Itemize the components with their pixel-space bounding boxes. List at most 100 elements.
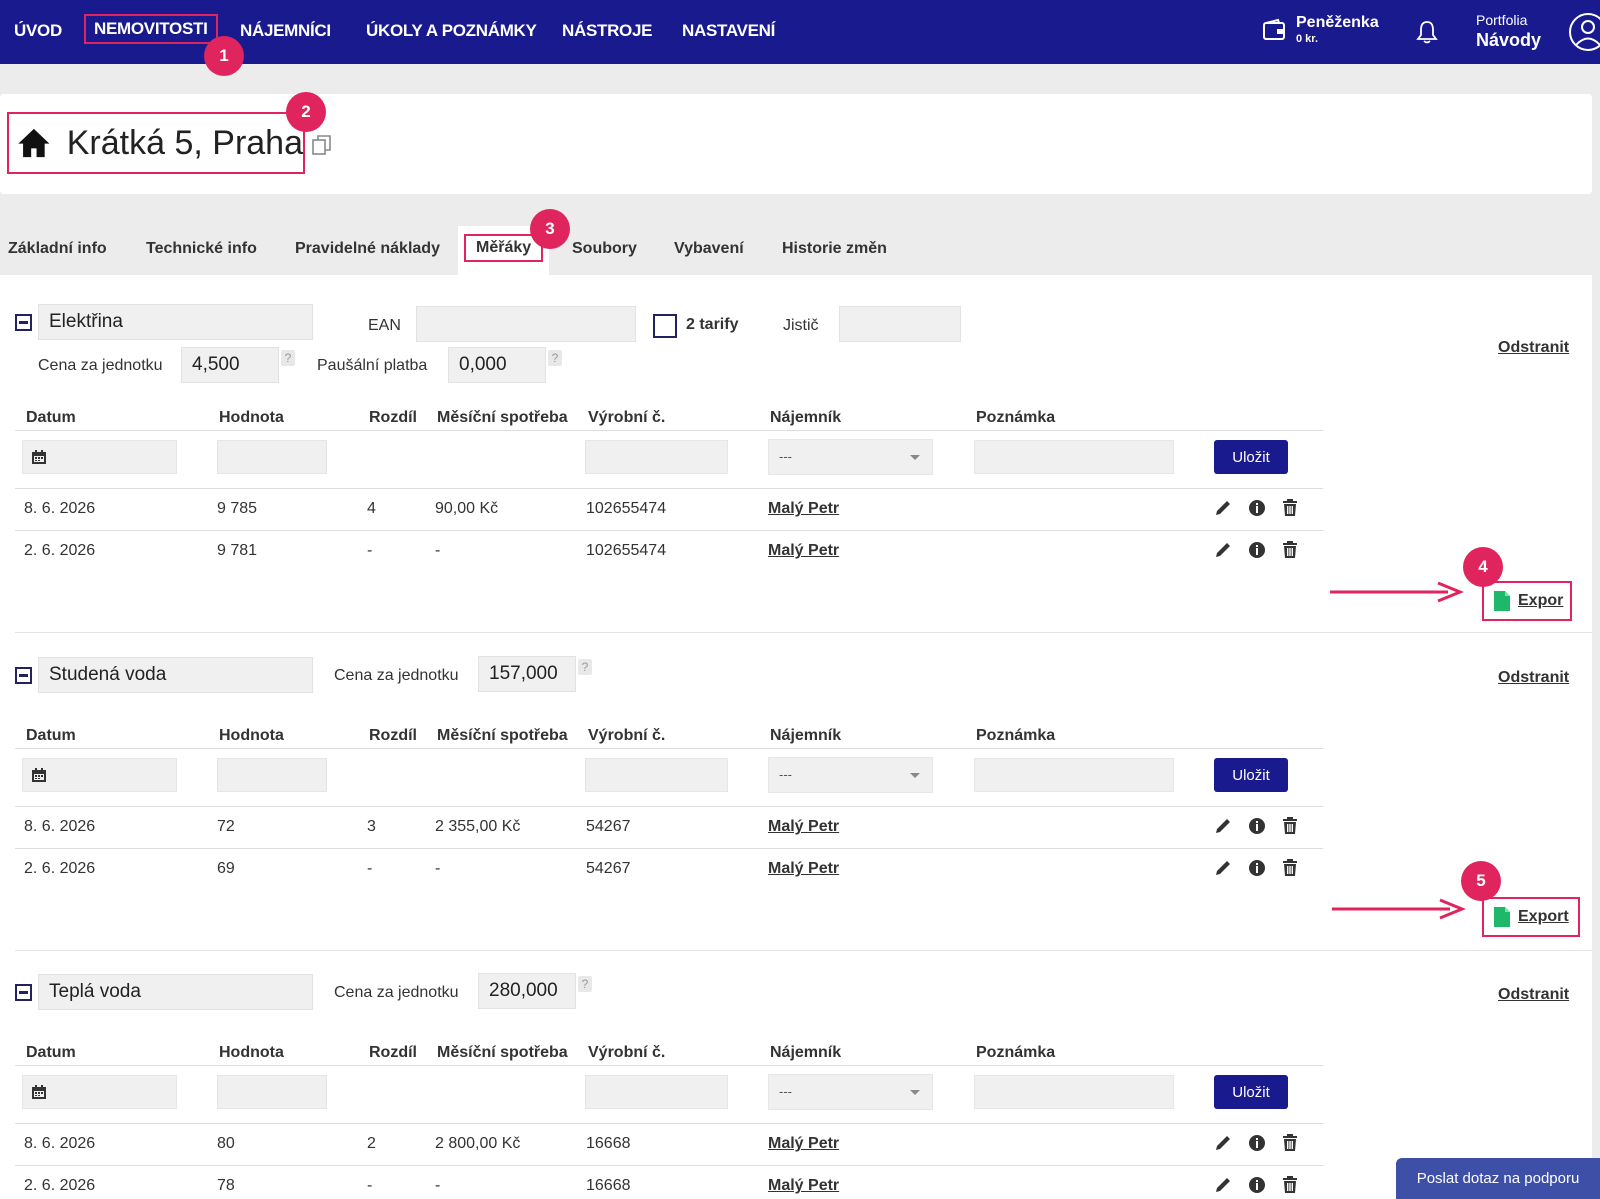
pencil-icon[interactable] [1214,1134,1232,1152]
info-icon[interactable] [1248,1134,1266,1152]
breaker-input[interactable] [839,306,961,342]
help-icon[interactable]: ? [281,350,295,366]
date-input[interactable] [22,1075,177,1109]
calendar-icon[interactable] [31,767,47,783]
meter-name-input[interactable]: Teplá voda [38,974,313,1010]
info-icon[interactable] [1248,817,1266,835]
cell-tenant-link[interactable]: Malý Petr [768,1177,840,1194]
date-input[interactable] [22,758,177,792]
serial-input[interactable] [585,758,728,792]
copy-icon[interactable] [312,134,332,156]
cell-tenant-link[interactable]: Malý Petr [768,860,840,877]
tenant-select[interactable]: --- [768,1074,933,1110]
two-tariffs-checkbox[interactable] [653,314,677,338]
collapse-toggle[interactable] [15,984,32,1001]
tab-technicke-info[interactable]: Technické info [146,240,257,257]
note-input[interactable] [974,1075,1174,1109]
cell-diff: - [367,860,373,877]
pencil-icon[interactable] [1214,859,1232,877]
cell-tenant-link[interactable]: Malý Petr [768,818,840,835]
info-icon[interactable] [1248,859,1266,877]
trash-icon[interactable] [1282,498,1298,517]
user-avatar-icon[interactable] [1568,12,1600,52]
tab-pravidelne-naklady[interactable]: Pravidelné náklady [295,240,440,257]
tab-vybaveni[interactable]: Vybavení [674,240,744,257]
info-icon[interactable] [1248,499,1266,517]
cell-monthly: 90,00 Kč [435,500,499,517]
trash-icon[interactable] [1282,1133,1298,1152]
property-header: Krátká 5, Praha [0,94,1592,194]
tenant-select[interactable]: --- [768,439,933,475]
note-input[interactable] [974,440,1174,474]
cell-monthly: - [435,542,441,559]
cell-diff: 2 [367,1135,376,1152]
nav-nastroje[interactable]: NÁSTROJE [562,21,653,40]
cell-tenant-link[interactable]: Malý Petr [768,500,840,517]
export-button[interactable]: Expor [1482,581,1572,621]
tab-meraky[interactable]: Měřáky [464,234,544,262]
collapse-toggle[interactable] [15,314,32,331]
tenant-select[interactable]: --- [768,757,933,793]
col-datum: Datum [26,1044,76,1061]
pencil-icon[interactable] [1214,499,1232,517]
col-hodnota: Hodnota [219,1044,284,1061]
trash-icon[interactable] [1282,816,1298,835]
support-button[interactable]: Poslat dotaz na podporu [1396,1158,1600,1199]
col-vyrobni-cislo: Výrobní č. [588,727,666,744]
calendar-icon[interactable] [31,449,47,465]
pencil-icon[interactable] [1214,541,1232,559]
serial-input[interactable] [585,1075,728,1109]
help-icon[interactable]: ? [578,659,592,675]
serial-input[interactable] [585,440,728,474]
meter-name-input[interactable]: Elektřina [38,304,313,340]
meter-name-input[interactable]: Studená voda [38,657,313,693]
col-vyrobni-cislo: Výrobní č. [588,1044,666,1061]
tenant-select-value: --- [779,1084,792,1099]
calendar-icon[interactable] [31,1084,47,1100]
ean-input[interactable] [416,306,636,342]
portfolio-label: Portfolia [1476,12,1528,28]
trash-icon[interactable] [1282,540,1298,559]
pencil-icon[interactable] [1214,817,1232,835]
remove-meter-link[interactable]: Odstranit [1498,986,1570,1003]
pencil-icon[interactable] [1214,1176,1232,1194]
cell-monthly: 2 355,00 Kč [435,818,521,835]
note-input[interactable] [974,758,1174,792]
trash-icon[interactable] [1282,1175,1298,1194]
tab-zakladni-info[interactable]: Základní info [8,240,107,257]
help-icon[interactable]: ? [578,976,592,992]
help-icon[interactable]: ? [548,350,562,366]
nav-nastaveni[interactable]: NASTAVENÍ [682,21,776,40]
info-icon[interactable] [1248,541,1266,559]
unit-price-input[interactable]: 4,500 [181,347,279,383]
export-button[interactable]: Export [1482,897,1580,937]
col-najemnik: Nájemník [770,727,842,744]
cell-tenant-link[interactable]: Malý Petr [768,542,840,559]
tab-historie-zmen[interactable]: Historie změn [782,240,887,257]
value-input[interactable] [217,1075,327,1109]
date-input[interactable] [22,440,177,474]
value-input[interactable] [217,758,327,792]
step-badge: 4 [1463,547,1503,587]
save-button[interactable]: Uložit [1214,1075,1288,1109]
save-button[interactable]: Uložit [1214,758,1288,792]
remove-meter-link[interactable]: Odstranit [1498,339,1570,356]
flat-fee-input[interactable]: 0,000 [448,347,546,383]
info-icon[interactable] [1248,1176,1266,1194]
nav-ukoly[interactable]: ÚKOLY A POZNÁMKY [366,21,537,40]
nav-nemovitosti[interactable]: NEMOVITOSTI [84,14,218,44]
tab-soubory[interactable]: Soubory [572,240,637,257]
portfolio-switcher[interactable]: Portfolia Návody [1476,12,1541,51]
nav-uvod[interactable]: ÚVOD [14,21,62,40]
cell-tenant-link[interactable]: Malý Petr [768,1135,840,1152]
value-input[interactable] [217,440,327,474]
unit-price-input[interactable]: 157,000 [478,656,576,692]
save-button[interactable]: Uložit [1214,440,1288,474]
bell-icon[interactable] [1416,20,1438,44]
nav-najemnici[interactable]: NÁJEMNÍCI [240,21,331,40]
collapse-toggle[interactable] [15,667,32,684]
unit-price-input[interactable]: 280,000 [478,973,576,1009]
remove-meter-link[interactable]: Odstranit [1498,669,1570,686]
wallet[interactable]: Peněženka 0 kr. [1262,14,1379,46]
trash-icon[interactable] [1282,858,1298,877]
